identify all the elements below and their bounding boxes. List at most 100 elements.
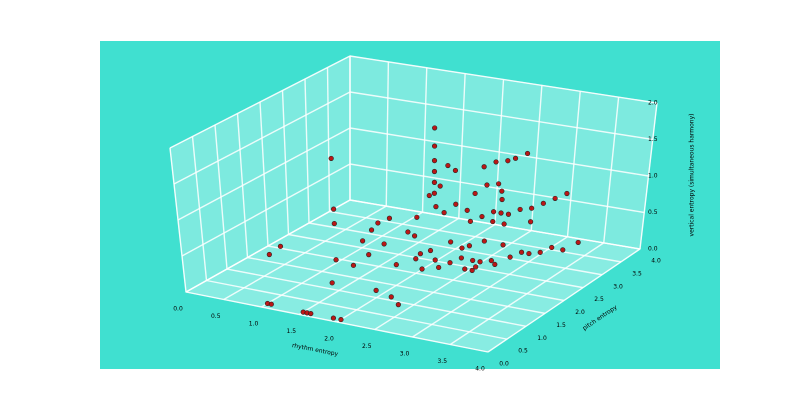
z-axis-label: vertical entropy (simultaneous harmony) — [689, 114, 696, 237]
point — [329, 280, 335, 286]
point — [479, 213, 485, 220]
grid-line — [226, 268, 527, 327]
point — [458, 255, 464, 261]
grid-line — [181, 163, 351, 257]
point — [417, 251, 424, 257]
y-tick-label: 0.5 — [518, 348, 528, 355]
point — [433, 204, 439, 210]
point — [331, 220, 337, 227]
point — [453, 201, 459, 207]
point — [405, 229, 411, 235]
point — [490, 218, 496, 225]
z-tick-label: 0.0 — [648, 246, 658, 253]
grid-line — [173, 91, 351, 185]
z-tick-label: 0.5 — [648, 209, 658, 216]
point — [431, 190, 437, 196]
point — [445, 162, 451, 169]
z-tick-label: 1.0 — [648, 173, 658, 180]
point — [268, 301, 274, 307]
point — [517, 206, 523, 213]
point — [575, 239, 581, 246]
point — [308, 310, 314, 317]
point — [499, 188, 505, 194]
grid-line — [247, 256, 546, 315]
point — [507, 254, 513, 260]
point — [492, 261, 498, 268]
point — [360, 238, 366, 244]
point — [350, 262, 357, 268]
x-tick-label: 1.5 — [286, 328, 296, 335]
point — [328, 155, 334, 162]
grid-line — [349, 91, 653, 141]
point — [330, 315, 337, 321]
grid-line — [185, 199, 351, 293]
point — [526, 250, 532, 257]
z-tick-label: 2.0 — [648, 100, 658, 107]
point — [490, 209, 497, 215]
point — [472, 190, 478, 197]
y-tick-label: 4.0 — [651, 258, 661, 265]
point — [549, 244, 555, 251]
point — [499, 196, 505, 203]
point — [277, 243, 284, 249]
grid-line — [349, 163, 645, 214]
x-tick-label: 2.0 — [324, 336, 334, 343]
point — [381, 241, 387, 247]
point — [266, 251, 272, 258]
point — [512, 155, 519, 161]
point — [427, 247, 434, 254]
point — [488, 257, 494, 264]
point — [500, 242, 506, 248]
point — [393, 262, 399, 268]
point — [431, 179, 438, 185]
grid-line — [349, 199, 641, 250]
grid-line — [349, 55, 658, 104]
point — [452, 167, 459, 174]
grid-line — [206, 279, 508, 340]
point — [388, 294, 394, 300]
point — [431, 143, 438, 149]
point — [505, 158, 511, 164]
point — [373, 287, 379, 293]
grid-line — [185, 291, 489, 353]
point — [473, 264, 479, 270]
point — [481, 238, 487, 244]
point — [564, 190, 570, 197]
x-tick-label: 0.0 — [173, 306, 183, 313]
point — [431, 157, 438, 164]
point — [448, 239, 454, 245]
x-tick-label: 3.0 — [400, 351, 410, 358]
x-tick-label: 3.5 — [437, 358, 447, 365]
point — [469, 267, 475, 273]
y-tick-label: 3.5 — [632, 270, 642, 277]
x-tick-label: 1.0 — [249, 321, 259, 328]
point — [368, 227, 375, 233]
point — [338, 316, 344, 323]
point — [331, 206, 337, 212]
point — [414, 214, 420, 220]
point — [431, 168, 438, 175]
point — [484, 182, 490, 188]
point — [505, 211, 512, 217]
grid-line — [267, 245, 565, 302]
grid-line — [177, 127, 351, 221]
x-tick-label: 4.0 — [475, 366, 485, 373]
point — [413, 256, 419, 262]
point — [524, 150, 531, 157]
point — [496, 181, 502, 187]
point — [537, 249, 543, 255]
point — [462, 266, 468, 272]
x-tick-label: 0.5 — [211, 313, 221, 320]
point — [459, 245, 465, 251]
point — [426, 192, 432, 199]
grid-line — [308, 222, 603, 276]
point — [432, 257, 438, 263]
y-tick-label: 1.0 — [537, 335, 547, 342]
point — [518, 249, 525, 255]
point — [375, 220, 381, 226]
point — [470, 257, 476, 264]
y-tick-label: 1.5 — [556, 322, 566, 329]
point — [466, 243, 473, 249]
z-tick-label: 1.5 — [648, 136, 658, 143]
point — [493, 159, 499, 165]
